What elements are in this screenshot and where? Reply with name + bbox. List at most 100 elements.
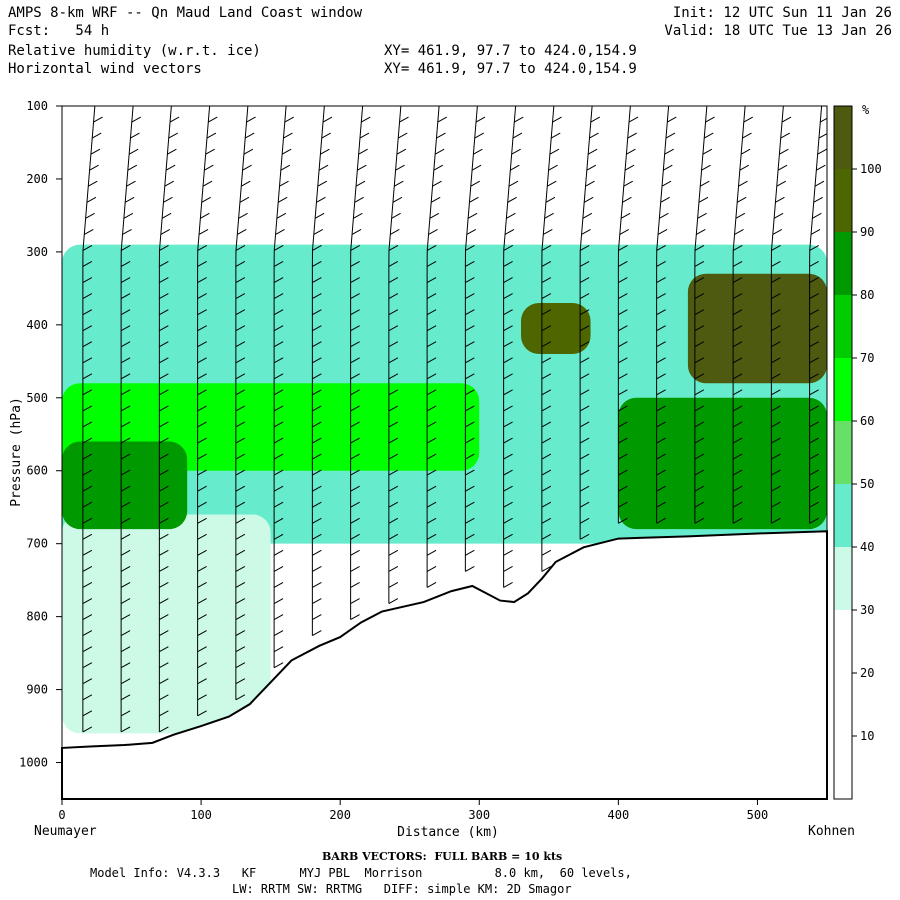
barb-feather [273,389,284,396]
barb-feather [579,517,590,524]
barb-feather [312,582,322,588]
barb-column [464,106,486,572]
y-tick-label: 100 [26,99,48,113]
barb-feather [426,357,437,364]
barb-feather [694,501,705,508]
end-location: Kohnen [808,824,855,839]
barb-feather [426,421,437,428]
barb-feather [475,116,486,123]
barb-feather [732,341,743,348]
barb-feather [618,373,628,380]
barb-feather [280,164,291,171]
barb-feather [159,469,169,476]
barb-feather [388,421,399,428]
barb-feather [471,164,482,171]
barb-feather [359,132,370,139]
barb-feather [235,582,246,588]
barb-feather [579,533,590,540]
barb-feather [350,437,360,444]
barb-feather [434,148,445,155]
barb-feather [515,106,517,107]
barb-feather [474,132,484,139]
barb-feather [771,389,781,396]
barb-feather [656,309,666,316]
barb-feather [694,405,705,412]
barb-feather [286,106,288,107]
barb-feather [273,453,284,460]
barb-feather [165,164,176,171]
y-axis: 100 200 300 400 500 600 700 800 900 1000 [19,99,62,770]
barb-feather [159,341,169,348]
barb-feather [159,678,169,685]
xy-range-1: XY= 461.9, 97.7 to 424.0,154.9 [384,43,637,59]
barb-feather [579,437,590,444]
barb-staff [120,106,134,732]
barb-feather [783,106,785,107]
barb-feather [159,501,169,508]
barb-staff [235,106,249,700]
barb-feather [781,116,792,123]
barb-feather [579,421,590,428]
barb-feather [350,277,360,283]
barb-feather [235,598,246,604]
colorbar-segment [834,736,852,799]
barb-feather [696,228,706,235]
barb-feather [739,164,750,171]
barb-feather [426,405,437,412]
barb-feather [814,180,825,187]
barb-column [541,106,562,572]
barb-feather [131,116,142,123]
barb-feather [246,116,256,123]
barb-feather [809,277,819,283]
barb-feather [656,485,666,492]
barb-feather [622,196,632,203]
barb-feather [732,309,743,316]
barb-feather [541,549,552,556]
barb-feather [120,244,131,251]
barb-feather [235,549,246,556]
barb-feather [312,261,322,267]
barb-feather [541,277,552,283]
barb-feather [771,501,781,508]
barb-feather [197,517,207,524]
barb-feather [350,405,360,412]
barb-feather [312,405,322,412]
barb-feather [350,469,360,476]
barb-feather [159,726,169,733]
barb-feather [545,196,556,203]
barb-column [235,106,256,701]
barb-feather [694,485,705,492]
barb-feather [159,453,169,460]
barb-feather [197,485,207,492]
barb-feather [809,309,819,316]
barb-feather [541,437,552,444]
barb-feather [82,453,93,460]
y-tick-label: 600 [26,464,48,478]
barb-feather [628,116,639,123]
barb-feather [465,341,475,348]
barb-feather [579,469,590,476]
barb-feather [242,164,252,171]
barb-feather [82,678,93,685]
barb-feather [159,662,169,669]
barb-column [426,106,448,588]
barb-feather [771,341,781,348]
barb-feather [235,357,246,364]
colorbar-label: 40 [860,540,874,554]
colorbar-segment [834,169,852,232]
barb-feather [541,405,552,412]
barb-feather [388,341,399,348]
barb-feather [82,582,93,588]
barb-feather [585,180,595,187]
barb-feather [82,694,93,701]
barb-feather [235,293,246,300]
barb-feather [694,469,705,476]
barb-feather [541,565,552,572]
barb-feather [395,164,405,171]
barb-feather [656,357,666,364]
barb-feather [82,614,93,620]
barb-feather [235,694,246,701]
barb-feather [740,148,751,155]
barb-feather [579,244,590,251]
y-tick-label: 1000 [19,756,48,770]
